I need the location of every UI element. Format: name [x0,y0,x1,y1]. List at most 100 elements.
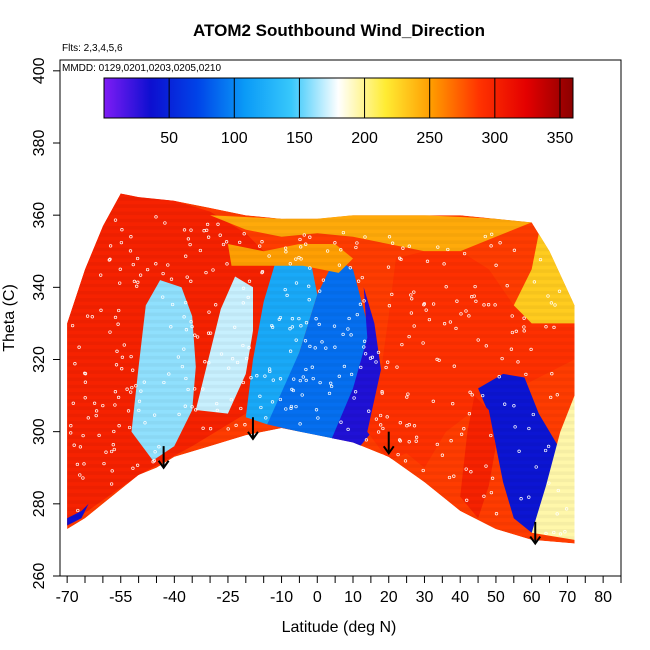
observation-marker [308,344,312,349]
observation-marker [284,250,288,254]
wind-region [531,395,575,540]
observation-marker [529,347,533,352]
colorbar-tick-label: 300 [481,130,508,147]
theta-bin-stripe [60,284,621,288]
observation-marker [544,325,548,329]
observation-marker [527,495,531,499]
observation-marker [119,240,124,245]
observation-marker [216,222,220,226]
observation-marker [109,482,114,486]
observation-marker [263,374,267,378]
observation-marker [490,232,494,236]
theta-bin-stripe [60,305,621,309]
observation-marker [329,381,333,385]
observation-marker [120,355,125,359]
theta-bin-stripe [60,320,621,324]
observation-marker [184,376,188,381]
observation-marker [339,248,343,252]
observation-marker [360,275,364,280]
observation-marker [558,532,563,536]
observation-marker [182,315,186,319]
observation-marker [299,324,303,328]
observation-marker [69,424,73,428]
observation-marker [474,299,478,303]
observation-marker [348,266,352,270]
observation-marker [154,262,158,266]
observation-marker [260,240,264,244]
observation-marker [152,413,157,417]
observation-marker [86,416,90,420]
observation-marker [378,413,383,418]
observation-marker [385,415,389,419]
observation-marker [489,433,493,438]
observation-marker [368,356,373,360]
observation-marker [122,343,126,347]
observation-marker [138,273,143,277]
observation-marker [349,372,354,377]
observation-marker [304,378,308,383]
observation-marker [99,308,103,312]
observation-marker [203,360,207,364]
observation-marker [494,512,499,516]
observation-marker [117,424,121,428]
observation-marker [346,427,350,432]
observation-marker [298,422,302,426]
observation-marker [333,241,337,245]
observation-marker [185,275,189,279]
observation-marker [190,405,194,409]
observation-marker [462,427,466,431]
chart-title: ATOM2 Southbound Wind_Direction [193,21,485,40]
observation-marker [353,390,358,394]
observation-marker [362,345,366,349]
observation-marker [211,268,215,272]
observation-marker [505,284,509,288]
observation-marker [349,333,353,337]
observation-marker [363,235,367,239]
dates-note: MMDD: 0129,0201,0203,0205,0210 [62,63,221,74]
wind-region [478,373,561,533]
observation-marker [316,416,320,420]
observation-marker [398,256,402,260]
observation-marker [314,317,318,321]
observation-marker [563,530,567,534]
observation-marker [414,439,418,443]
observation-marker [395,365,399,369]
observation-marker [448,320,453,324]
direction-arrow-head [157,460,170,470]
observation-marker [465,498,469,502]
theta-bin-stripe [60,370,621,374]
observation-marker [153,450,157,454]
observation-marker [258,394,262,398]
observation-marker [304,242,308,246]
observation-marker [494,263,498,267]
observation-marker [412,424,417,428]
observation-marker [186,387,190,392]
observation-marker [317,322,321,327]
observation-marker [304,321,309,325]
observation-marker [412,324,416,328]
observation-marker [139,389,143,393]
observation-marker [108,244,113,248]
observation-marker [117,308,121,313]
observation-marker [421,341,425,345]
observation-marker [440,453,445,457]
observation-marker [301,375,305,379]
observation-marker [278,377,283,381]
theta-bin-stripe [60,385,621,389]
observation-marker [208,427,213,431]
observation-marker [162,380,166,385]
observation-marker [473,284,477,289]
observation-marker [294,281,299,285]
observation-marker [409,311,414,315]
observation-marker [208,331,213,335]
observation-marker [354,245,358,250]
observation-marker [374,417,379,421]
observation-marker [557,289,562,293]
observation-marker [238,240,242,245]
observation-marker [152,459,156,463]
observation-marker [129,235,133,239]
heatmap-regions [60,193,621,544]
observation-marker [462,251,467,256]
observation-marker [307,298,311,302]
x-tick-label: 0 [313,589,322,606]
